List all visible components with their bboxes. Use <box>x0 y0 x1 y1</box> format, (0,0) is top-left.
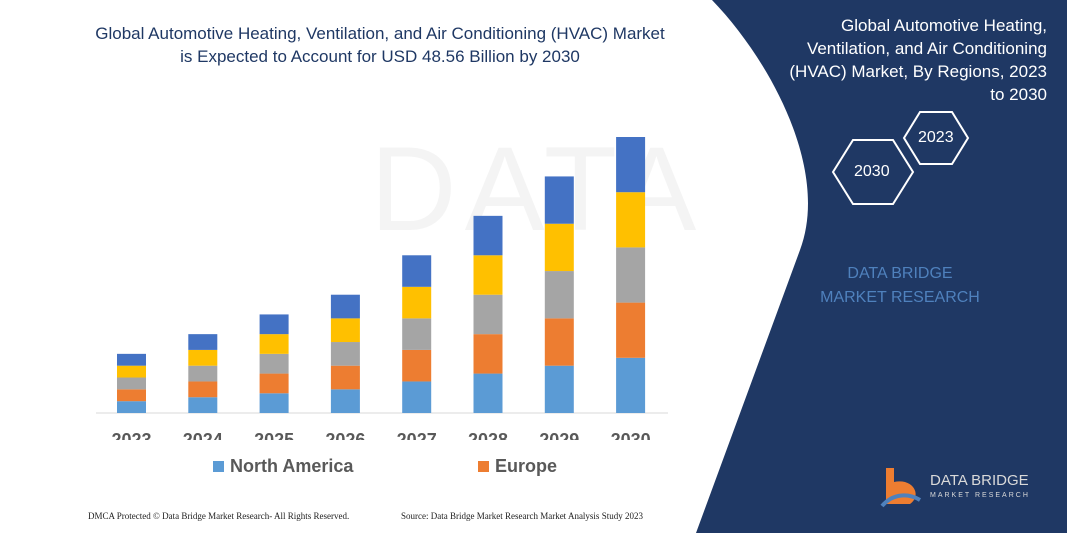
bar-segment-2025-series-4 <box>259 334 289 354</box>
bar-segment-2028-north-america <box>473 373 503 413</box>
bar-segment-2023-europe <box>117 389 146 402</box>
legend-swatch <box>213 461 224 472</box>
bar-segment-2029-north-america <box>544 365 574 413</box>
x-tick-label: 2023 <box>111 430 151 440</box>
logo-b-icon <box>880 468 922 508</box>
bar-segment-2029-series-5 <box>544 176 574 224</box>
bar-segment-2029-series-3 <box>544 271 574 319</box>
bar-segment-2024-series-3 <box>188 365 218 382</box>
bar-segment-2027-north-america <box>402 381 432 413</box>
bar-segment-2027-europe <box>402 349 432 382</box>
bar-segment-2026-series-4 <box>330 318 360 343</box>
x-tick-label: 2028 <box>468 430 508 440</box>
side-panel-title: Global Automotive Heating, Ventilation, … <box>789 16 1047 104</box>
bar-segment-2026-europe <box>330 365 360 390</box>
bar-segment-2027-series-4 <box>402 286 432 319</box>
bar-segment-2023-series-5 <box>117 353 146 366</box>
bar-segment-2023-series-4 <box>117 365 146 378</box>
bar-segment-2023-series-3 <box>117 377 146 390</box>
bar-segment-2027-series-5 <box>402 255 432 287</box>
bar-segment-2024-series-5 <box>188 334 218 350</box>
bar-segment-2030-europe <box>616 302 646 358</box>
legend-item-north-america: North America <box>213 456 353 477</box>
hex-label-2030: 2030 <box>854 163 890 180</box>
bar-segment-2023-north-america <box>117 401 146 413</box>
bar-segment-2028-series-4 <box>473 255 503 295</box>
bar-segment-2026-series-5 <box>330 294 360 319</box>
bar-segment-2030-series-4 <box>616 192 646 248</box>
bar-segment-2030-series-5 <box>616 137 646 193</box>
legend-swatch <box>478 461 489 472</box>
legend-item-europe: Europe <box>478 456 557 477</box>
bar-segment-2024-series-4 <box>188 349 218 366</box>
bar-segment-2027-series-3 <box>402 318 432 350</box>
bar-segment-2025-series-3 <box>259 353 289 374</box>
bar-segment-2029-europe <box>544 318 574 366</box>
source-note: Source: Data Bridge Market Research Mark… <box>401 511 643 521</box>
logo-text: DATA BRIDGE <box>930 472 1029 489</box>
bar-chart: 2023 2024 2025 2026 2027 2028 2029 2030 <box>96 137 668 440</box>
bar-segment-2026-series-3 <box>330 342 360 366</box>
bar-segment-2028-europe <box>473 334 503 374</box>
bar-segment-2030-north-america <box>616 357 646 413</box>
bar-segment-2026-north-america <box>330 389 360 413</box>
bar-segment-2025-north-america <box>259 393 289 413</box>
bar-segment-2028-series-5 <box>473 215 503 256</box>
hex-label-2023: 2023 <box>918 129 954 146</box>
bar-segment-2025-europe <box>259 373 289 394</box>
x-tick-label: 2025 <box>254 430 294 440</box>
x-tick-label: 2029 <box>539 430 579 440</box>
logo-subtext: MARKET RESEARCH <box>930 492 1030 499</box>
legend-label: North America <box>230 456 354 476</box>
dmca-notice: DMCA Protected © Data Bridge Market Rese… <box>88 511 350 521</box>
x-tick-label: 2027 <box>397 430 437 440</box>
bar-segment-2030-series-3 <box>616 247 646 303</box>
legend-label: Europe <box>495 456 558 476</box>
chart-title: Global Automotive Heating, Ventilation, … <box>95 24 665 66</box>
bar-segment-2024-north-america <box>188 397 218 413</box>
bar-segment-2024-europe <box>188 381 218 398</box>
x-tick-label: 2030 <box>611 430 651 440</box>
x-tick-label: 2024 <box>183 430 223 440</box>
bar-segment-2028-series-3 <box>473 294 503 335</box>
brand-text: DATA BRIDGE MARKET RESEARCH <box>820 265 980 306</box>
bar-segment-2029-series-4 <box>544 223 574 272</box>
x-tick-label: 2026 <box>325 430 365 440</box>
data-bridge-logo: DATA BRIDGE MARKET RESEARCH <box>880 466 1030 510</box>
bar-segment-2025-series-5 <box>259 314 289 335</box>
